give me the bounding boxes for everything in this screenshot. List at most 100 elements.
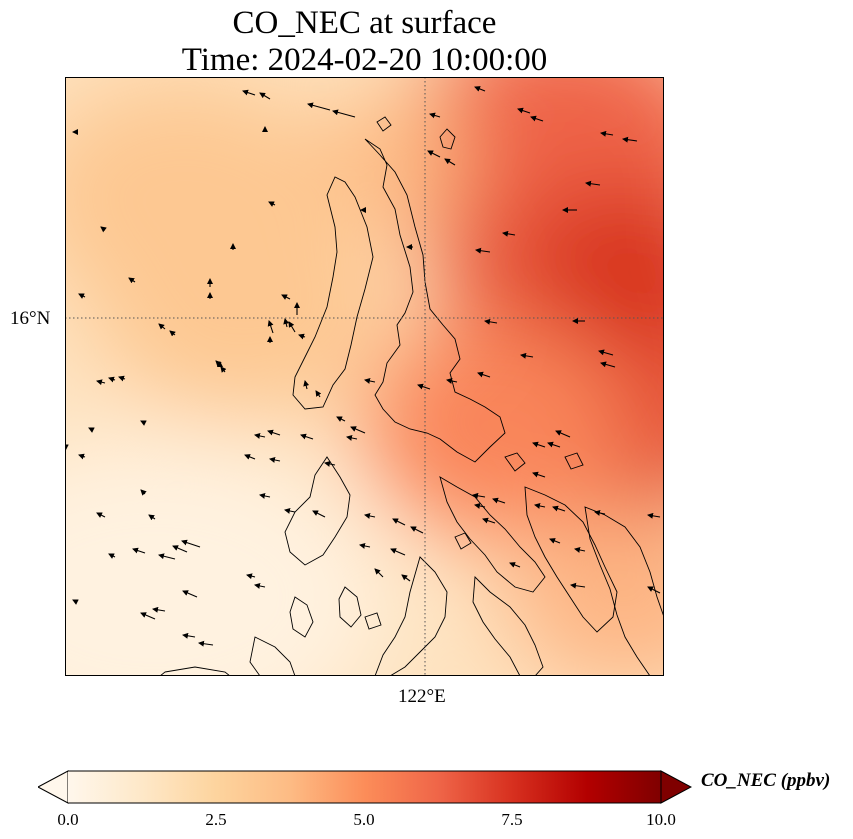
wind-vector	[267, 429, 281, 436]
wind-vector	[350, 426, 366, 434]
wind-vectors	[65, 86, 661, 647]
wind-vector	[307, 102, 331, 111]
wind-vector	[169, 330, 176, 337]
wind-vector	[254, 433, 266, 439]
colorbar-extend-max	[660, 770, 692, 804]
wind-vector	[444, 158, 456, 166]
wind-vector	[474, 503, 486, 509]
colorbar-tick-0: 0.0	[57, 810, 79, 829]
wind-vector	[283, 318, 290, 328]
wind-vector	[182, 632, 196, 639]
wind-vector	[364, 378, 376, 384]
wind-vector	[312, 510, 326, 518]
wind-vector	[324, 461, 336, 467]
wind-vector	[132, 547, 146, 554]
wind-vector	[281, 294, 291, 300]
wind-vector	[88, 427, 95, 433]
colorbar-label: CO_NEC (ppbv)	[701, 770, 831, 791]
wind-vector	[269, 457, 281, 463]
wind-vector	[647, 586, 661, 594]
wind-vector	[530, 115, 544, 122]
wind-vector	[622, 136, 638, 143]
wind-vector	[182, 590, 198, 598]
wind-vector	[259, 92, 271, 100]
wind-vector	[152, 606, 166, 613]
wind-vector	[520, 352, 534, 359]
wind-vector	[220, 366, 227, 373]
wind-vector	[598, 349, 614, 356]
map-frame	[65, 77, 664, 676]
wind-vector	[303, 380, 310, 390]
colorbar-frame	[68, 770, 661, 804]
wind-vector	[128, 277, 136, 284]
wind-vector	[410, 526, 424, 534]
map-panel	[65, 77, 664, 676]
wind-vector	[108, 553, 116, 559]
wind-vector	[254, 583, 266, 589]
wind-vector	[474, 86, 486, 92]
wind-vector	[502, 230, 516, 237]
lat-tick-label: 16°N	[10, 308, 51, 329]
wind-vector	[181, 539, 201, 548]
wind-vector	[140, 420, 147, 426]
wind-vector	[532, 471, 546, 478]
wind-vector	[346, 435, 358, 441]
wind-vector	[429, 112, 441, 119]
colorbar-tick-3: 7.5	[501, 810, 523, 829]
wind-vector	[140, 612, 156, 620]
wind-vector	[244, 454, 256, 460]
wind-vector	[472, 492, 486, 499]
wind-vector	[78, 453, 86, 460]
wind-vector	[78, 293, 86, 299]
wind-vector	[390, 548, 406, 556]
wind-vector	[288, 321, 296, 333]
wind-vector	[298, 333, 306, 340]
wind-vector	[574, 547, 586, 553]
wind-vector	[315, 390, 322, 398]
wind-vector	[547, 441, 561, 448]
wind-vector	[600, 130, 614, 137]
wind-vector	[158, 323, 166, 330]
wind-vector	[215, 360, 222, 367]
wind-vector	[96, 379, 106, 386]
wind-vector	[585, 180, 601, 187]
co-concentration-field	[65, 77, 664, 676]
wind-vector	[446, 378, 458, 384]
wind-vector	[417, 383, 431, 390]
map-title: CO_NEC at surface	[232, 5, 497, 41]
wind-vector	[477, 371, 491, 378]
wind-vector	[552, 505, 566, 512]
lon-tick-label: 122°E	[398, 686, 446, 707]
wind-vector	[198, 640, 214, 647]
wind-vector	[259, 493, 271, 499]
wind-vector	[549, 538, 561, 544]
wind-vector	[268, 201, 276, 207]
colorbar-gradient	[68, 771, 661, 803]
wind-vector	[570, 582, 586, 589]
colorbar-tick-1: 2.5	[205, 810, 227, 829]
wind-vector	[100, 226, 107, 233]
wind-vector	[140, 489, 147, 496]
wind-vector	[484, 318, 498, 325]
wind-vector	[374, 568, 384, 578]
wind-vector	[242, 89, 256, 96]
wind-vector	[555, 430, 571, 438]
wind-vector	[427, 150, 441, 158]
wind-vector	[600, 361, 616, 368]
colorbar-extend-min	[38, 770, 69, 804]
wind-vector	[401, 574, 411, 582]
wind-vector	[509, 562, 521, 568]
wind-vector	[267, 320, 274, 334]
wind-vector	[492, 497, 506, 504]
colorbar	[38, 770, 692, 804]
wind-vector	[172, 545, 188, 553]
wind-vector	[594, 510, 606, 516]
wind-vector	[284, 508, 296, 514]
wind-vector	[158, 553, 176, 560]
wind-vector	[475, 247, 491, 254]
colorbar-tick-2: 5.0	[353, 810, 375, 829]
wind-vector	[532, 441, 546, 448]
wind-vector	[332, 109, 356, 118]
wind-vector	[392, 518, 406, 526]
map-subtitle-time: Time: 2024-02-20 10:00:00	[181, 42, 548, 78]
